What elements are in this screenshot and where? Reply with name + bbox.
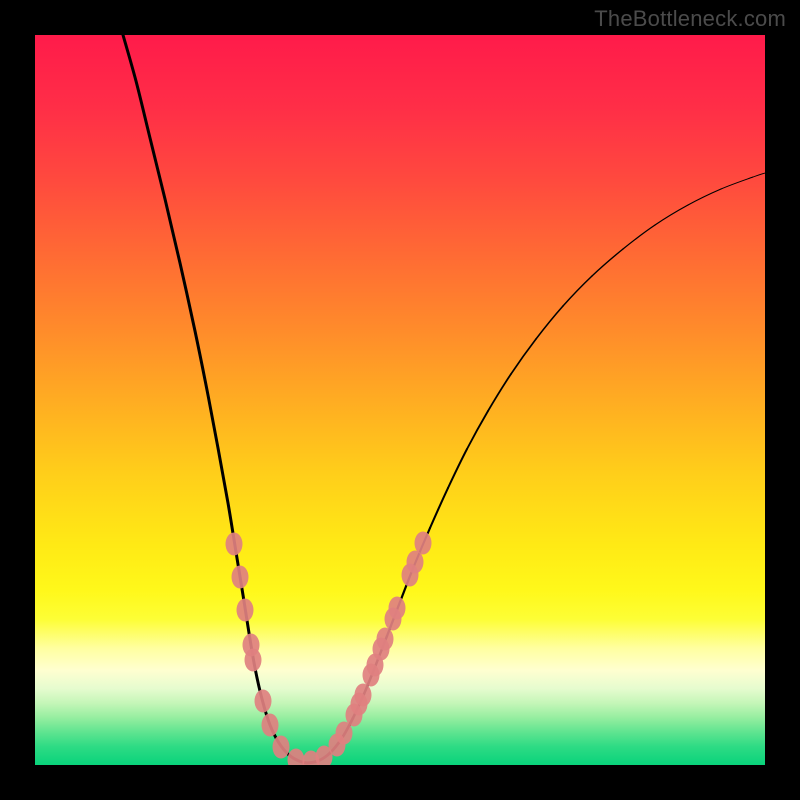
gradient-background (35, 35, 765, 765)
data-marker (377, 628, 394, 651)
data-marker (273, 736, 290, 759)
data-marker (237, 599, 254, 622)
data-marker (262, 714, 279, 737)
data-marker (226, 533, 243, 556)
data-marker (245, 649, 262, 672)
chart-frame: TheBottleneck.com (0, 0, 800, 800)
data-marker (255, 690, 272, 713)
bottleneck-chart (35, 35, 765, 765)
watermark-text: TheBottleneck.com (594, 6, 786, 32)
data-marker (389, 597, 406, 620)
data-marker (232, 566, 249, 589)
data-marker (415, 532, 432, 555)
data-marker (355, 684, 372, 707)
